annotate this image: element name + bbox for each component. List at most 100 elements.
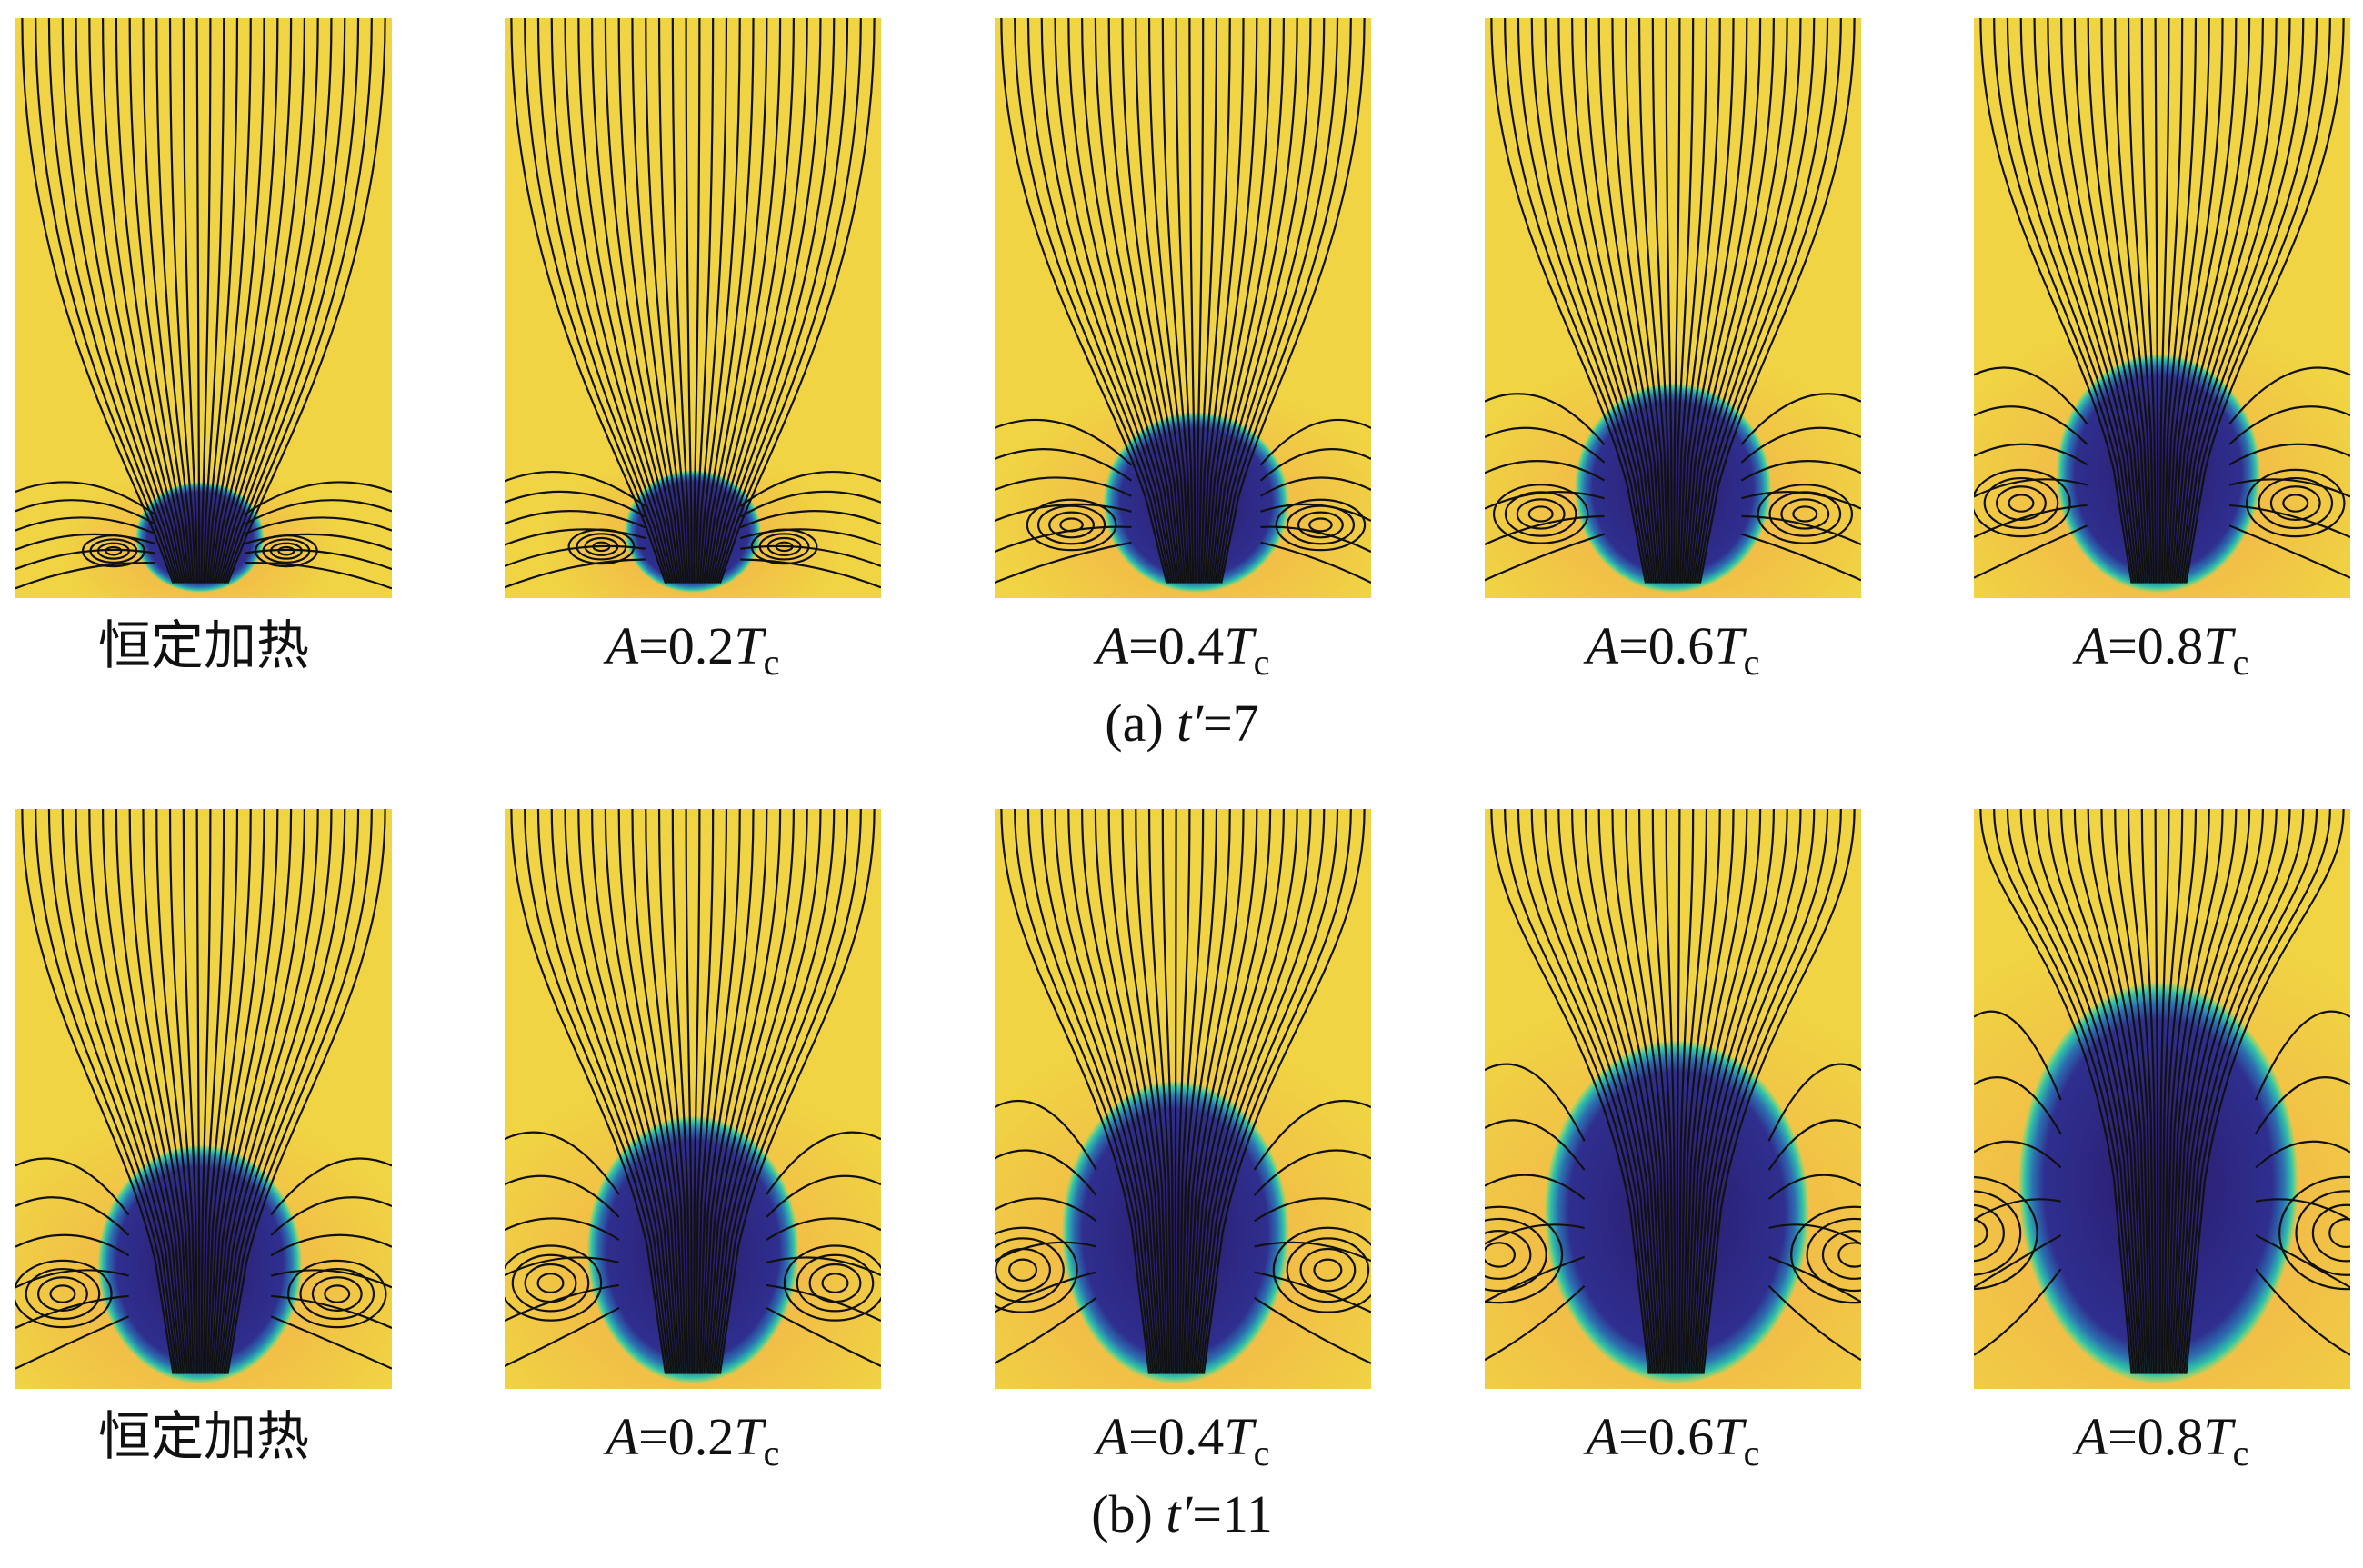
simulation-panel [15,809,392,1389]
streamline [2177,809,2291,1374]
caption-part: t′ [1166,1484,1193,1543]
streamline [703,18,768,584]
streamline [270,1233,392,1257]
label-part: c [2233,642,2249,683]
panel-content [995,18,1371,598]
streamline [1197,18,1218,584]
streamline [210,18,279,584]
streamline [2033,809,2141,1374]
streamline [1979,809,2133,1374]
label-part: T [1224,1407,1257,1466]
streamline [220,18,346,584]
vortex-line [1485,1205,1564,1304]
streamline [102,809,186,1374]
vortex-line [524,1263,577,1303]
streamline [1216,18,1339,584]
streamline [995,1197,1097,1223]
panel-label: A=0.4Tc [1093,616,1270,683]
streamline [1026,809,1155,1374]
label-part: =0.8 [2108,616,2203,675]
streamline [2154,809,2159,1374]
streamline [1094,18,1182,584]
vortex-line [1768,491,1842,537]
streamline [1679,809,1708,1374]
streamline [15,516,156,535]
streamline [1974,405,2088,445]
streamline [1504,809,1652,1374]
label-part: =0.2 [638,1407,734,1466]
streamline [1993,18,2135,584]
streamline [226,809,386,1374]
simulation-panel [1974,18,2350,598]
streamline [1147,809,1173,1374]
streamline [1767,1174,1861,1200]
streamline [995,1296,1097,1364]
streamline [15,1196,130,1236]
streamline [550,809,673,1374]
streamline [1254,1296,1371,1364]
vortex-line [808,1263,862,1303]
streamline [2228,405,2350,445]
vortex-line [1974,1218,1988,1248]
streamline [2006,18,2138,584]
vortex-line [1008,1258,1038,1282]
vortex-line [821,1273,849,1293]
streamline [1741,514,1861,545]
vortex-line [1527,505,1554,523]
label-part: =0.6 [1618,1407,1714,1466]
streamline [2228,524,2350,579]
label-part: T [734,1407,766,1466]
streamline [1081,809,1163,1374]
vortex-line [750,528,818,565]
streamline [2180,18,2318,584]
streamline [1135,809,1171,1374]
streamline [631,18,686,584]
streamline [142,809,193,1374]
streamline [75,18,183,584]
vortex-line [511,1253,590,1313]
simulation-panel [995,18,1371,598]
streamline [1741,533,1861,582]
streamline [270,1315,392,1370]
label-part: 恒定加热 [98,1407,309,1466]
vortex-line [1504,491,1577,537]
vortex-line [1792,505,1818,523]
streamline [995,541,1132,584]
streamline [2170,18,2251,584]
label-part: c [764,1433,780,1473]
panel-label: A=0.6Tc [1583,616,1760,683]
streamline [2140,18,2158,584]
streamline [591,809,679,1374]
streamline [168,18,197,584]
streamline [766,1306,881,1368]
streamline [700,809,755,1374]
streamline [1175,18,1195,584]
streamline [505,470,646,507]
streamline [1611,18,1666,584]
streamline [182,18,199,584]
streamline [524,18,669,584]
streamline [2114,18,2153,584]
streamline [700,18,755,584]
streamline [2177,18,2291,584]
streamline [15,481,156,515]
label-part: T [1714,1407,1747,1466]
streamline [1680,18,1735,584]
streamline [1686,809,1748,1374]
streamline [657,18,689,584]
streamline [2019,18,2139,584]
streamline [1040,809,1156,1374]
streamline [15,533,155,551]
vortex-line [1806,1217,1861,1293]
vortex-line [1974,468,2071,538]
panel-label: A=0.8Tc [2072,616,2249,683]
streamline [1180,809,1218,1374]
streamline [1682,809,1721,1374]
vortex-line [1313,1258,1343,1282]
streamline [2185,809,2345,1374]
streamline [693,18,701,584]
streamline [270,1196,392,1236]
streamline [1260,525,1371,553]
panel-label: A=0.4Tc [1093,1407,1270,1473]
streamline [564,18,676,584]
